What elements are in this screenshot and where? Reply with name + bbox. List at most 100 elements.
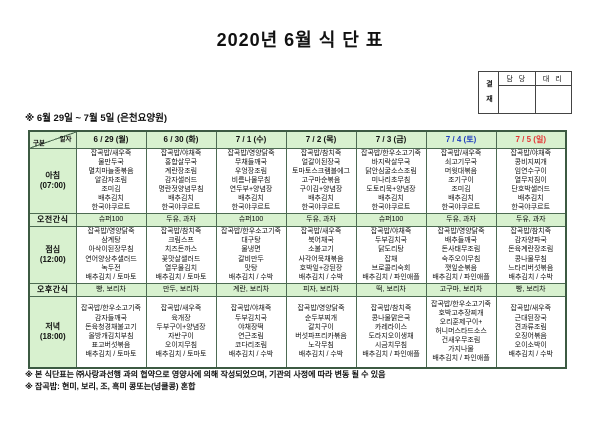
menu-cell-lunch-2: 잡곡밥/한우소고기죽 대구탕 물냉면 갈비만두 맛탕 배추김치 / 수박 (215, 225, 287, 284)
menu-item: 배추김치 (98, 195, 124, 203)
date-header-2: 7 / 1 (수) (215, 130, 287, 149)
menu-item: 배추김치 (238, 195, 264, 203)
menu-item: 소불고기 (308, 246, 334, 254)
period-subtitle: ※ 6월 29일 ~ 7월 5일 (은천요양원) (25, 113, 168, 124)
footnote-grain-rice: ※ 잡곡밥: 현미, 보리, 조, 흑미 콩또는(넝쿨콩) 혼합 (25, 382, 196, 391)
menu-row-morning-snack: 오전간식 슈퍼100 두유, 과자 슈퍼100 두유, 과자 슈퍼100 두유, 과자 두유,… (28, 212, 567, 227)
menu-item: 쇠고기무국 (444, 158, 478, 166)
menu-cell-morning-snack-5: 두유, 과자 (425, 212, 497, 227)
menu-cell-morning-snack-0: 슈퍼100 (75, 212, 147, 227)
menu-item: 잡곡밥/참치죽 (370, 305, 412, 313)
menu-item: 머윗대볶음 (444, 167, 478, 175)
menu-cell-breakfast-4: 잡곡밥/한우소고기죽 바지락살무국 닭안심굴소스조림 미나리초무침 도토리묵+양념장 배추… (355, 147, 427, 214)
menu-item: 콩나물맑은국 (371, 314, 411, 322)
menu-item: 물냉면 (241, 246, 261, 254)
menu-row-breakfast: 아침 (07:00) 잡곡밥/새우죽 물만두국 멸치마늘종볶음 알감자조림 조미김 배추김치 한… (28, 147, 567, 214)
menu-item: 호박고추장찌개 (438, 310, 484, 318)
menu-item: 한국야쿠르트 (441, 204, 481, 212)
menu-item: 노각무침 (308, 341, 334, 349)
menu-item: 한국야쿠르트 (231, 204, 271, 212)
menu-item: 한국야쿠르트 (301, 204, 341, 212)
menu-item: 열무물김치 (164, 264, 198, 272)
page-title: 2020년 6월 식 단 표 (216, 30, 384, 50)
menu-item: 배추김치 (308, 195, 334, 203)
menu-item: 배추김치 / 토마토 (155, 350, 207, 358)
menu-row-afternoon-snack: 오후간식 빵, 보리차 만두, 보리차 계란, 보리차 피자, 보리차 떡, 보리차 고구마… (28, 282, 567, 297)
menu-item: 감자샐러드 (164, 176, 198, 184)
menu-item: 오이소박이 (514, 341, 547, 349)
menu-item: 두부김치국 (374, 237, 408, 245)
menu-item: 배추김치 / 수박 (228, 273, 274, 281)
menu-item: 코다리조림 (234, 341, 268, 349)
menu-item: 배추김치 (448, 195, 474, 203)
corner-date-label: 일자 (59, 136, 72, 143)
menu-cell-breakfast-3: 잡곡밥/참치죽 얼갈이된장국 토마토스크램블에그 고구마순볶음 구이김+양념장 배추김치 한… (285, 147, 357, 214)
menu-item: 배추김치 / 파인애플 (362, 350, 420, 358)
menu-item: 배추김치 / 수박 (298, 350, 344, 358)
menu-item: 치즈돈까스 (164, 246, 198, 254)
menu-item: 콩비지찌개 (514, 158, 547, 166)
menu-cell-morning-snack-1: 두유, 과자 (145, 212, 217, 227)
menu-cell-afternoon-snack-6: 빵, 보리차 (495, 282, 567, 297)
menu-item: 얼갈이된장국 (301, 158, 341, 166)
menu-row-dinner: 저녁 (18:00) 잡곡밥/한우소고기죽 감자들깨국 돈육청경채불고기 올방개김치부침 표… (28, 295, 567, 369)
row-label-morning-snack: 오전간식 (28, 212, 77, 227)
menu-item: 브로콜리숙회 (371, 264, 411, 272)
date-header-6: 7 / 5 (일) (495, 130, 567, 149)
menu-cell-afternoon-snack-3: 피자, 보리차 (285, 282, 357, 297)
menu-item: 열무지짐이 (514, 176, 547, 184)
menu-cell-morning-snack-3: 두유, 과자 (285, 212, 357, 227)
menu-item: 임연수구이 (514, 167, 547, 175)
menu-item: 감자들깨국 (94, 314, 128, 322)
row-label-breakfast: 아침 (07:00) (28, 147, 77, 214)
approval-col-daeri: 대 리 (542, 75, 564, 83)
menu-cell-lunch-3: 잡곡밥/새우죽 북어채국 소불고기 사각어묵채볶음 호박잎+강된장 배추김치 / 수박 (285, 225, 357, 284)
menu-item: 잡곡밥/야채죽 (370, 228, 412, 236)
menu-item: 닭도리탕 (378, 246, 404, 254)
menu-item: 삼계탕 (101, 237, 121, 245)
menu-cell-morning-snack-2: 슈퍼100 (215, 212, 287, 227)
menu-item: 우엉장조림 (234, 167, 268, 175)
menu-item: 오징어볶음 (514, 332, 547, 340)
menu-cell-afternoon-snack-1: 만두, 보리차 (145, 282, 217, 297)
menu-cell-dinner-6: 잡곡밥/새우죽 근대된장국 견과류조림 오징어볶음 오이소박이 배추김치 / 수박 (495, 295, 567, 369)
menu-item: 배추김치 / 파인애플 (432, 273, 490, 281)
menu-item: 시금치무침 (374, 341, 408, 349)
approval-box: 결 재 담 당 대 리 (478, 71, 572, 114)
row-label-lunch: 점심 (12:00) (28, 225, 77, 284)
menu-item: 배추들깨국 (444, 237, 478, 245)
menu-cell-dinner-4: 잡곡밥/참치죽 콩나물맑은국 카레라이스 도라지오이생채 시금치무침 배추김치 / 파인애… (355, 295, 427, 369)
menu-cell-afternoon-snack-2: 계란, 보리차 (215, 282, 287, 297)
menu-cell-dinner-3: 잡곡밥/영양닭죽 순두부찌개 갈치구이 버섯파프리카볶음 노각무침 배추김치 / 수박 (285, 295, 357, 369)
menu-item: 두부구이+양념장 (156, 323, 206, 331)
menu-item: 잡곡밥/영양닭죽 (87, 228, 135, 236)
menu-item: 카레라이스 (374, 323, 408, 331)
menu-item: 연어양상추샐러드 (85, 255, 137, 263)
date-header-4: 7 / 3 (금) (355, 130, 427, 149)
menu-item: 잡곡밥/참치죽 (300, 149, 342, 157)
menu-item: 잡곡밥/영양닭죽 (227, 149, 275, 157)
menu-item: 조기구이 (448, 176, 474, 184)
menu-item: 근대된장국 (514, 314, 547, 322)
menu-item: 돈사태무조림 (441, 246, 481, 254)
menu-cell-morning-snack-4: 슈퍼100 (355, 212, 427, 227)
menu-item: 순두부찌개 (304, 314, 338, 322)
menu-item: 도토리묵+양념장 (366, 186, 416, 194)
menu-item: 꽃맛살샐러드 (161, 255, 201, 263)
menu-item: 한국야쿠르트 (511, 204, 551, 212)
menu-item: 표고버섯볶음 (91, 341, 131, 349)
menu-item: 호박잎+강된장 (299, 264, 343, 272)
approval-sign-cell-2 (536, 86, 572, 113)
row-label-afternoon-snack: 오후간식 (28, 282, 77, 297)
menu-item: 감자양파국 (514, 237, 547, 245)
menu-item: 단호박샐러드 (511, 186, 551, 194)
menu-cell-lunch-1: 잡곡밥/참치죽 크림스프 치즈돈까스 꽃맛살샐러드 열무물김치 배추김치 / 토마토 (145, 225, 217, 284)
menu-item: 비름나물무침 (231, 176, 271, 184)
menu-item: 잡곡밥/야채죽 (230, 305, 272, 313)
menu-cell-lunch-0: 잡곡밥/영양닭죽 삼계탕 아삭이된장무침 연어양상추샐러드 녹두전 배추김치 / 토마토 (75, 225, 147, 284)
menu-table-wrap: 일자 구분 6 / 29 (월) 6 / 30 (화) 7 / 1 (수) 7 / 2… (28, 130, 567, 369)
menu-item: 잡곡밥/한우소고기죽 (431, 300, 491, 308)
menu-item: 배추김치 / 토마토 (155, 273, 207, 281)
date-header-1: 6 / 30 (화) (145, 130, 217, 149)
menu-cell-lunch-4: 잡곡밥/야채죽 두부김치국 닭도리탕 잡채 브로콜리숙회 배추김치 / 파인애플 (355, 225, 427, 284)
